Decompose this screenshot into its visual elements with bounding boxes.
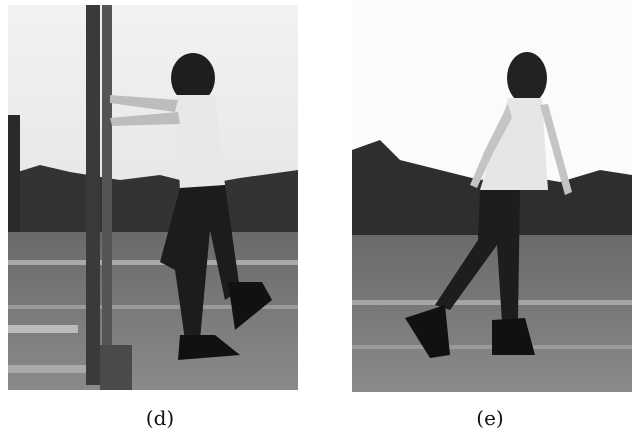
figure: (d) (e) xyxy=(0,0,632,438)
caption: (e) xyxy=(476,406,503,430)
caption: (d) xyxy=(146,406,174,430)
photo-e xyxy=(352,0,632,392)
photo-d xyxy=(8,5,298,390)
